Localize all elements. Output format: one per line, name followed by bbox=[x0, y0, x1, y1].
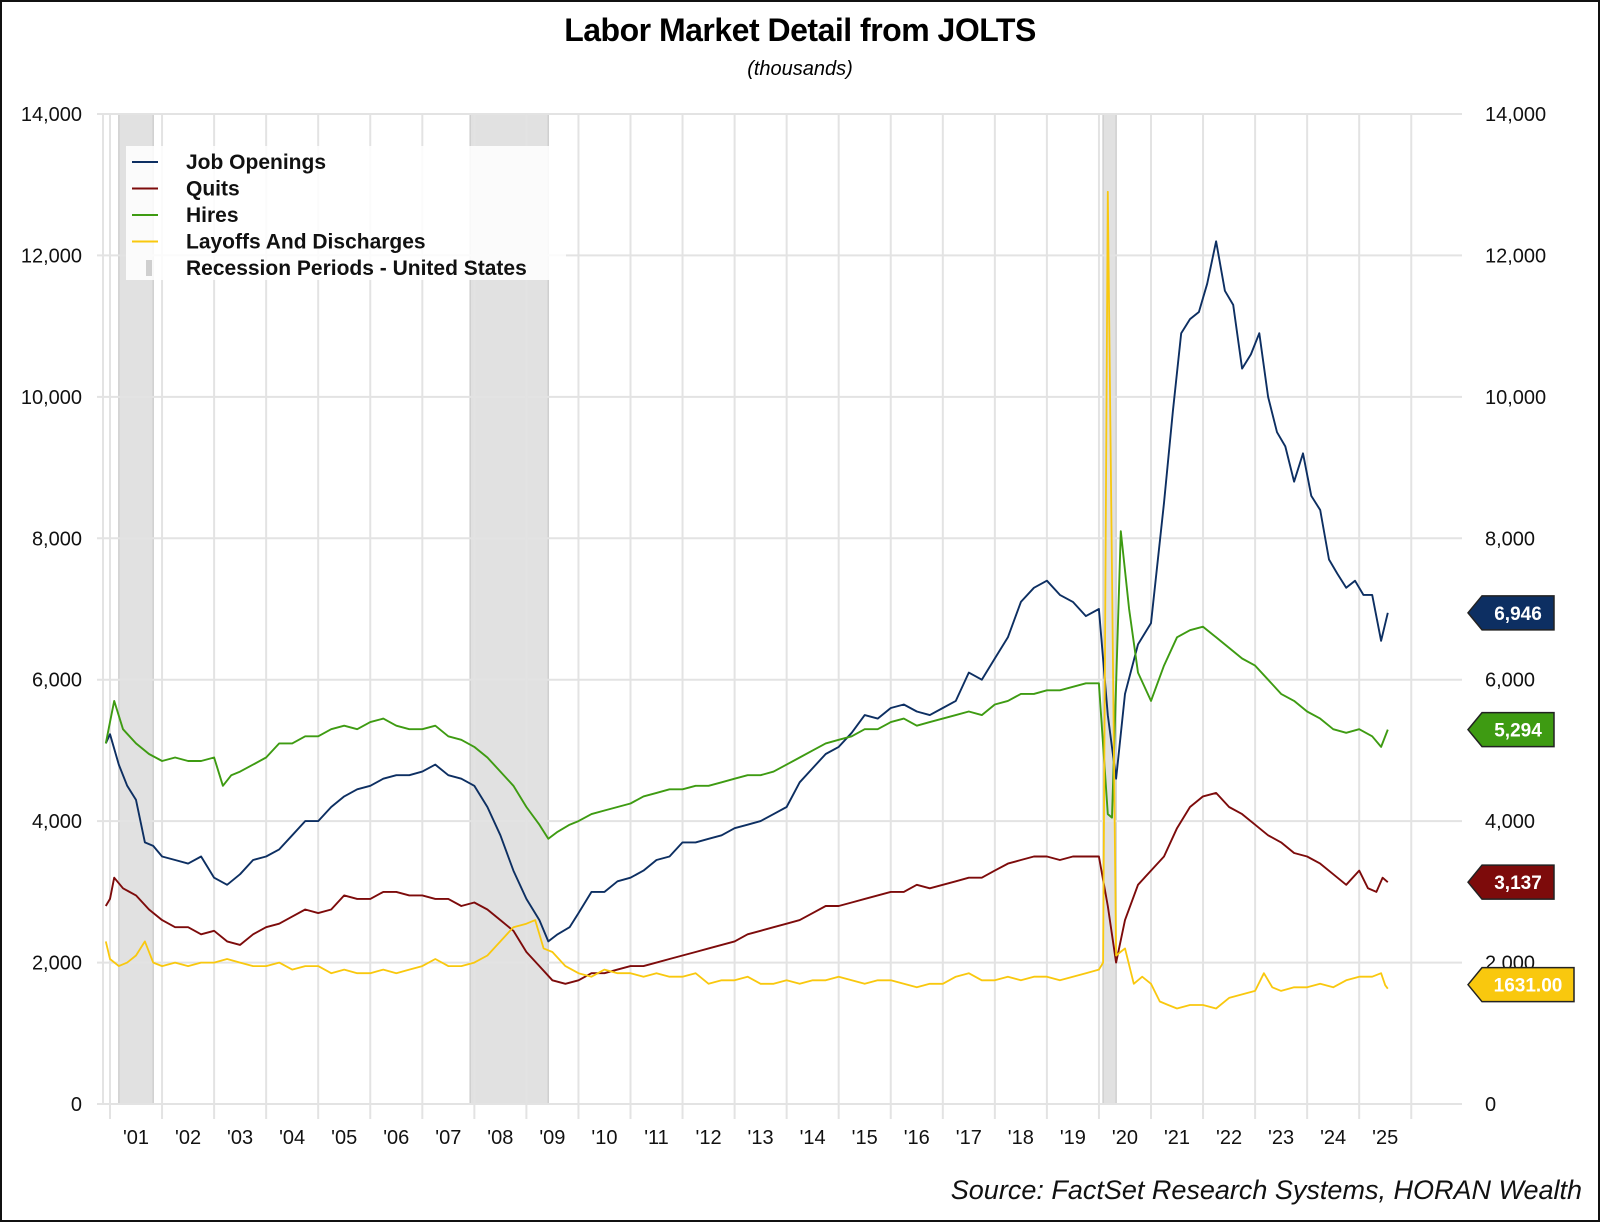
x-tick-label: '20 bbox=[1112, 1127, 1138, 1149]
x-tick-label: '06 bbox=[383, 1127, 409, 1149]
last-value-badge bbox=[1467, 864, 1555, 900]
last-value-badge bbox=[1467, 711, 1555, 748]
x-tick-label: '12 bbox=[696, 1127, 722, 1149]
y-tick-label-left: 6,000 bbox=[32, 670, 82, 692]
chart-title: Labor Market Detail from JOLTS bbox=[564, 12, 1036, 48]
last-value-label: 5,294 bbox=[1494, 721, 1542, 742]
y-tick-label-right: 0 bbox=[1485, 1094, 1496, 1116]
series-line-layoffs-and-discharges bbox=[104, 190, 1389, 1010]
y-tick-label-right: 14,000 bbox=[1485, 104, 1546, 126]
legend-label: Job Openings bbox=[186, 151, 326, 174]
x-tick-label: '24 bbox=[1320, 1127, 1346, 1149]
x-tick-label: '16 bbox=[904, 1127, 930, 1149]
legend-label: Hires bbox=[186, 204, 239, 227]
legend: Job Openings Quits Hires Layoffs And Discha… bbox=[126, 146, 566, 280]
y-tick-label-left: 8,000 bbox=[32, 528, 82, 550]
y-tick-label-left: 0 bbox=[71, 1094, 82, 1116]
x-tick-label: '04 bbox=[279, 1127, 305, 1149]
x-tick-label: '14 bbox=[800, 1127, 826, 1149]
x-tick-label: '21 bbox=[1164, 1127, 1190, 1149]
legend-label: Quits bbox=[186, 178, 240, 201]
legend-label: Recession Periods - United States bbox=[186, 257, 527, 280]
x-tick-label: '22 bbox=[1216, 1127, 1242, 1149]
y-tick-label-left: 14,000 bbox=[21, 104, 82, 126]
x-tick-label: '09 bbox=[539, 1127, 565, 1149]
legend-box bbox=[126, 146, 566, 280]
last-value-label: 1631.00 bbox=[1494, 976, 1563, 997]
x-tick-label: '07 bbox=[435, 1127, 461, 1149]
y-tick-label-left: 4,000 bbox=[32, 811, 82, 833]
x-tick-label: '18 bbox=[1008, 1127, 1034, 1149]
y-tick-label-right: 8,000 bbox=[1485, 528, 1535, 550]
series-line-job-openings bbox=[104, 240, 1389, 943]
series-lines bbox=[104, 190, 1389, 1010]
legend-label: Layoffs And Discharges bbox=[186, 231, 426, 254]
gridlines bbox=[97, 113, 1462, 1119]
x-tick-label: '13 bbox=[748, 1127, 774, 1149]
last-value-badge bbox=[1467, 595, 1555, 631]
y-tick-label-right: 10,000 bbox=[1485, 387, 1546, 409]
x-tick-label: '17 bbox=[956, 1127, 982, 1149]
legend-swatch bbox=[146, 260, 152, 276]
x-tick-label: '11 bbox=[644, 1127, 669, 1149]
x-tick-label: '25 bbox=[1372, 1127, 1398, 1149]
series-line-quits bbox=[104, 791, 1389, 985]
x-tick-label: '23 bbox=[1268, 1127, 1294, 1149]
chart-subtitle: (thousands) bbox=[747, 58, 853, 80]
x-tick-label: '03 bbox=[227, 1127, 253, 1149]
x-tick-label: '05 bbox=[331, 1127, 357, 1149]
x-tick-label: '02 bbox=[175, 1127, 201, 1149]
y-tick-label-right: 4,000 bbox=[1485, 811, 1535, 833]
x-tick-label: '10 bbox=[591, 1127, 617, 1149]
x-tick-label: '19 bbox=[1060, 1127, 1086, 1149]
x-tick-label: '08 bbox=[487, 1127, 513, 1149]
y-tick-label-right: 12,000 bbox=[1485, 245, 1546, 267]
x-tick-label: '01 bbox=[123, 1127, 149, 1149]
y-tick-label-left: 12,000 bbox=[21, 245, 82, 267]
x-tick-label: '15 bbox=[852, 1127, 878, 1149]
y-tick-label-left: 2,000 bbox=[32, 953, 82, 975]
last-value-label: 6,946 bbox=[1494, 604, 1542, 625]
series-line-hires bbox=[104, 530, 1389, 840]
last-value-label: 3,137 bbox=[1494, 873, 1542, 894]
y-tick-label-left: 10,000 bbox=[21, 387, 82, 409]
last-value-badges: 6,946 3,137 5,294 1631.00 bbox=[1467, 595, 1575, 1003]
y-tick-label-right: 6,000 bbox=[1485, 670, 1535, 692]
source-note: Source: FactSet Research Systems, HORAN … bbox=[950, 1175, 1582, 1205]
last-value-badge bbox=[1467, 966, 1575, 1003]
